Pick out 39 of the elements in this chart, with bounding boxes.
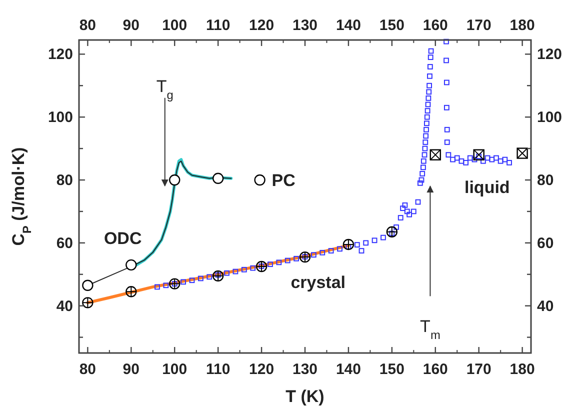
annotation: T$_{g}$ (156, 76, 174, 102)
x2-tick-label: 100 (162, 361, 188, 378)
y-tick-label: 40 (56, 298, 73, 315)
x2-tick-label: 140 (336, 361, 361, 378)
y2-tick-label: 100 (537, 109, 562, 126)
y2-tick-label: 60 (537, 234, 554, 252)
annotation: ODC (104, 229, 142, 248)
y-tick-label: 120 (48, 46, 73, 64)
y2-tick-label: 80 (537, 172, 554, 189)
x2-tick-label: 90 (122, 361, 140, 378)
x2-tick-label: 80 (79, 361, 96, 378)
x-tick-label: 80 (79, 17, 96, 34)
x2-tick-label: 130 (292, 361, 318, 378)
x-tick-label: 140 (336, 17, 361, 34)
x2-tick-label: 160 (422, 361, 448, 378)
x2-tick-label: 170 (466, 361, 492, 378)
x2-tick-label: 110 (206, 361, 230, 378)
x-tick-label: 100 (162, 17, 188, 34)
x-tick-label: 160 (422, 17, 448, 34)
y2-tick-label: 40 (537, 298, 554, 315)
x-tick-label: 130 (292, 17, 318, 34)
x-tick-label: 90 (122, 17, 140, 34)
y2-tick-label: 120 (537, 46, 562, 64)
annotation: T$_{m}$ (420, 317, 440, 342)
x2-tick-label: 180 (510, 361, 535, 378)
x-tick-label: 110 (206, 17, 230, 34)
x-tick-label: 170 (466, 17, 492, 34)
y-tick-label: 100 (48, 109, 73, 126)
x-axis-title: T (K) (286, 387, 324, 406)
y-tick-label: 60 (56, 234, 73, 252)
x2-tick-label: 120 (249, 361, 274, 378)
y-tick-label: 80 (56, 172, 73, 189)
annotation: crystal (290, 272, 346, 292)
annotation: liquid (464, 178, 510, 198)
x2-tick-label: 150 (379, 361, 404, 378)
x-tick-label: 120 (249, 17, 274, 34)
x-tick-label: 150 (379, 17, 404, 34)
legend-label: PC (272, 171, 296, 190)
x-tick-label: 180 (510, 17, 535, 34)
